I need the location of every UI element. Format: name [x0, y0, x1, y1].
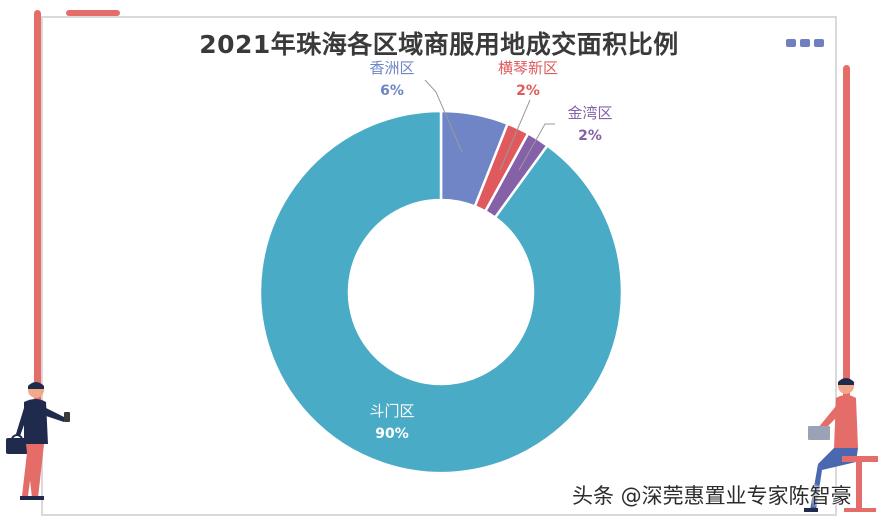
dot: [786, 39, 796, 47]
pie-slice-4: [258, 109, 624, 475]
slice-value-1: 6%: [380, 83, 404, 99]
slice-label-2: 横琴新区: [498, 59, 558, 77]
slice-value-2: 2%: [516, 83, 540, 99]
more-dots-icon[interactable]: [786, 39, 824, 47]
slice-value-4: 90%: [375, 426, 409, 442]
businessman-illustration: [6, 382, 70, 500]
slice-label-3: 金湾区: [567, 104, 612, 122]
decorative-bar-top: [66, 10, 120, 16]
leader-line-2: [499, 99, 531, 171]
chart-title: 2021年珠海各区域商服用地成交面积比例: [199, 30, 679, 59]
dot: [800, 39, 810, 47]
decorative-bar-left: [34, 10, 41, 410]
slice-label-1: 香洲区: [369, 59, 414, 77]
laptop-user-illustration: [804, 378, 878, 512]
dot: [814, 39, 824, 47]
slice-label-4: 斗门区: [369, 402, 414, 420]
watermark: 头条 @深莞惠置业专家陈智豪: [572, 484, 852, 508]
slice-value-3: 2%: [578, 128, 602, 144]
leader-line-1: [424, 79, 463, 153]
leader-line-3: [518, 123, 555, 171]
decorative-bar-right: [843, 65, 850, 460]
